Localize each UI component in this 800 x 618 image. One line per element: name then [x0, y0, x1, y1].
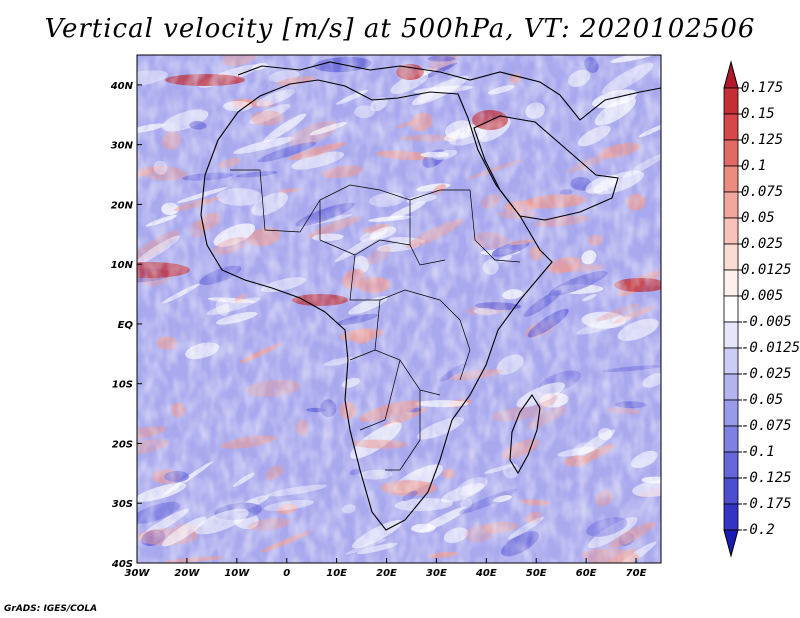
plot-frame [136, 54, 662, 564]
lon-tick-label: 60E [576, 568, 597, 579]
lon-tick-label: 70E [626, 568, 647, 579]
colorbar-swatch [723, 321, 739, 349]
lon-tick-label: 20E [376, 568, 397, 579]
colorbar-swatch [723, 113, 739, 141]
colorbar-label: -0.05 [741, 392, 783, 408]
lon-tick-label: 30W [125, 568, 151, 579]
colorbar-label: 0.025 [741, 236, 783, 252]
africa-coastline [200, 61, 661, 531]
lon-tick-label: 20W [174, 568, 200, 579]
vertical-velocity-field [137, 55, 661, 563]
colorbar-swatch [723, 503, 739, 531]
grads-credit: GrADS: IGES/COLA [4, 604, 98, 614]
colorbar-swatch [723, 165, 739, 193]
colorbar-swatch [723, 191, 739, 219]
colorbar-label: -0.005 [741, 314, 792, 330]
colorbar-swatch [723, 347, 739, 375]
colorbar-top-arrow [723, 60, 739, 89]
colorbar-swatch [723, 269, 739, 297]
lat-tick-label: 10N [111, 260, 134, 271]
colorbar-label: 0.075 [741, 184, 783, 200]
colorbar-label: 0.125 [741, 132, 783, 148]
lat-tick-label: 30N [111, 141, 134, 152]
colorbar-swatch [723, 425, 739, 453]
lat-tick-label: 30S [112, 499, 133, 510]
lat-tick-label: 20N [111, 200, 134, 211]
colorbar-label: -0.0125 [741, 340, 800, 356]
colorbar-swatch [723, 87, 739, 115]
colorbar-label: 0.15 [741, 106, 775, 122]
colorbar-label: -0.125 [741, 470, 792, 486]
colorbar-swatch [723, 373, 739, 401]
colorbar-swatch [723, 217, 739, 245]
longitude-labels: 30W 20W 10W 0 10E 20E 30E 40E 50E 60E 70E [125, 558, 647, 579]
colorbar: 0.175 0.15 0.125 0.1 0.075 0.05 0.025 0.0125 0.0… [723, 60, 800, 558]
colorbar-swatch [723, 451, 739, 479]
lon-tick-label: 10E [326, 568, 347, 579]
colorbar-label: -0.2 [741, 522, 775, 538]
colorbar-label: 0.0125 [741, 262, 792, 278]
lon-tick-label: 50E [526, 568, 547, 579]
colorbar-label: 0.175 [741, 80, 783, 96]
colorbar-swatch [723, 139, 739, 167]
colorbar-swatch [723, 399, 739, 427]
map-title: Vertical velocity [m/s] at 500hPa, VT: 2… [44, 14, 756, 44]
colorbar-label: 0.05 [741, 210, 775, 226]
lat-tick-label: 40N [110, 81, 134, 92]
lon-tick-label: 30E [426, 568, 447, 579]
colorbar-label: 0.005 [741, 288, 783, 304]
colorbar-label: -0.1 [741, 444, 775, 460]
lat-tick-label: 20S [112, 439, 133, 450]
lon-tick-label: 0 [283, 568, 290, 579]
colorbar-bottom-arrow [723, 529, 739, 558]
lon-tick-label: 40E [475, 568, 497, 579]
latitude-labels: 40N 30N 20N 10N EQ 10S 20S 30S 40S [110, 81, 142, 570]
lon-tick-label: 10W [224, 568, 250, 579]
colorbar-label: 0.1 [741, 158, 766, 174]
colorbar-label: -0.025 [741, 366, 792, 382]
lat-tick-label: 40S [111, 559, 133, 570]
colorbar-label: -0.075 [741, 418, 792, 434]
colorbar-label: -0.175 [741, 496, 792, 512]
colorbar-swatch [723, 477, 739, 505]
colorbar-swatch [723, 243, 739, 271]
colorbar-swatch [723, 295, 739, 323]
lat-tick-label: EQ [118, 320, 134, 331]
lat-tick-label: 10S [112, 380, 133, 391]
